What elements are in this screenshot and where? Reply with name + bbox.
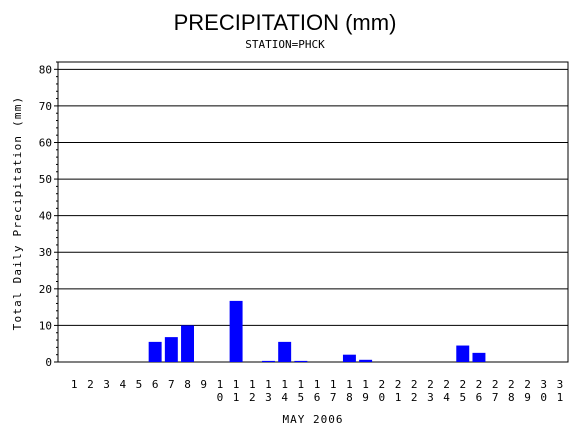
x-tick-label-1: 1 bbox=[71, 378, 78, 391]
chart-title: PRECIPITATION (mm) bbox=[174, 10, 397, 35]
x-tick-label-5: 5 bbox=[136, 378, 143, 391]
y-tick-label-0: 0 bbox=[45, 356, 52, 369]
bar-day-11 bbox=[229, 300, 243, 362]
bar-day-25 bbox=[456, 345, 470, 362]
chart-subtitle: STATION=PHCK bbox=[245, 38, 325, 51]
x-tick-label-7: 7 bbox=[168, 378, 175, 391]
x-tick-label-3: 3 bbox=[103, 378, 110, 391]
bar-day-19 bbox=[359, 359, 373, 362]
y-tick-label-10: 10 bbox=[39, 319, 52, 332]
x-tick-label-2: 2 bbox=[87, 378, 94, 391]
bar-day-7 bbox=[164, 337, 178, 362]
bar-day-6 bbox=[148, 341, 162, 362]
bar-day-13 bbox=[262, 360, 275, 362]
y-tick-label-80: 80 bbox=[39, 63, 52, 76]
x-axis-label: MAY 2006 bbox=[283, 413, 344, 426]
y-tick-label-60: 60 bbox=[39, 136, 52, 149]
y-tick-label-20: 20 bbox=[39, 283, 52, 296]
x-tick-label-6: 6 bbox=[152, 378, 159, 391]
y-tick-label-70: 70 bbox=[39, 100, 52, 113]
x-tick-label-4: 4 bbox=[119, 378, 126, 391]
plot-frame bbox=[57, 61, 569, 363]
x-tick-label-8: 8 bbox=[184, 378, 191, 391]
y-tick-label-30: 30 bbox=[39, 246, 52, 259]
bar-day-15 bbox=[294, 360, 308, 362]
y-tick-label-50: 50 bbox=[39, 173, 52, 186]
bar-day-8 bbox=[181, 325, 194, 362]
bar-day-14 bbox=[278, 341, 292, 362]
y-tick-label-40: 40 bbox=[39, 210, 52, 223]
bar-day-18 bbox=[342, 354, 356, 362]
x-tick-label-9: 9 bbox=[200, 378, 207, 391]
bar-day-26 bbox=[472, 352, 486, 362]
y-axis-label: Total Daily Precipitation (mm) bbox=[11, 96, 24, 331]
